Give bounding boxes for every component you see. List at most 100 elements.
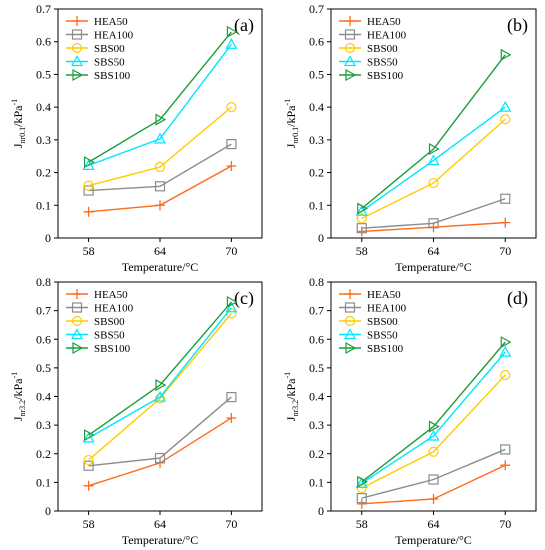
data-point bbox=[226, 25, 238, 38]
y-tick-label: 0.2 bbox=[36, 447, 51, 461]
data-point bbox=[84, 156, 95, 169]
legend-label: SBS100 bbox=[94, 343, 131, 355]
y-tick-label: 0 bbox=[45, 231, 51, 245]
legend-marker bbox=[71, 29, 83, 40]
data-point bbox=[153, 132, 167, 144]
x-tick-label: 70 bbox=[499, 517, 511, 531]
series-line bbox=[361, 54, 506, 210]
x-axis-label: Temperature/°C bbox=[122, 260, 199, 274]
data-point bbox=[500, 336, 512, 349]
data-point bbox=[428, 218, 439, 229]
legend-marker bbox=[343, 328, 357, 340]
data-point bbox=[500, 193, 511, 204]
legend-label: HEA100 bbox=[94, 303, 134, 315]
x-tick-label: 58 bbox=[83, 244, 95, 258]
x-tick-label: 64 bbox=[154, 517, 166, 531]
x-tick-label: 58 bbox=[356, 244, 368, 258]
y-axis-label: Jnr3.2/kPa-1 bbox=[10, 372, 27, 421]
y-tick-label: 0.3 bbox=[309, 133, 324, 147]
legend-marker bbox=[345, 16, 355, 26]
series-line bbox=[361, 351, 506, 484]
data-point bbox=[428, 493, 439, 504]
data-point bbox=[226, 412, 237, 423]
legend-marker bbox=[345, 68, 357, 82]
data-point bbox=[225, 301, 238, 313]
y-tick-label: 0.6 bbox=[36, 35, 51, 49]
data-point bbox=[226, 296, 238, 309]
data-point bbox=[356, 498, 367, 509]
y-tick-label: 0.2 bbox=[36, 166, 51, 180]
y-tick-label: 0 bbox=[45, 504, 51, 518]
y-tick-label: 0.4 bbox=[36, 100, 51, 114]
legend-label: SBS50 bbox=[94, 330, 125, 342]
series-line bbox=[361, 374, 506, 489]
data-point bbox=[226, 391, 237, 403]
data-point bbox=[428, 420, 440, 433]
legend-marker bbox=[345, 341, 357, 355]
series-line bbox=[88, 417, 232, 487]
legend-marker bbox=[343, 55, 357, 67]
y-tick-label: 0.6 bbox=[309, 332, 324, 346]
series-line bbox=[88, 307, 232, 439]
series-line bbox=[88, 43, 232, 167]
y-tick-label: 0.8 bbox=[36, 275, 51, 289]
data-point bbox=[428, 142, 440, 156]
y-tick-label: 0.7 bbox=[309, 304, 324, 318]
y-tick-label: 0.5 bbox=[309, 67, 324, 81]
data-point bbox=[499, 345, 512, 357]
series-line bbox=[361, 118, 506, 219]
x-axis-label: Temperature/°C bbox=[122, 533, 199, 547]
legend-marker bbox=[71, 42, 83, 54]
data-point bbox=[83, 460, 94, 471]
panel-label: (b) bbox=[507, 15, 528, 36]
legend-label: SBS100 bbox=[367, 343, 404, 355]
y-tick-label: 0.6 bbox=[309, 35, 324, 49]
data-point bbox=[82, 159, 95, 170]
data-point bbox=[357, 475, 368, 488]
y-tick-label: 0.3 bbox=[309, 418, 324, 432]
data-point bbox=[357, 202, 368, 215]
y-tick-label: 0 bbox=[318, 231, 324, 245]
x-tick-label: 70 bbox=[499, 244, 511, 258]
data-point bbox=[155, 113, 167, 126]
y-tick-label: 0.3 bbox=[36, 133, 51, 147]
legend-marker bbox=[344, 302, 356, 313]
legend-marker bbox=[344, 315, 356, 327]
panel-label: (c) bbox=[234, 288, 254, 309]
y-tick-label: 0.1 bbox=[36, 475, 51, 489]
y-tick-label: 0.5 bbox=[36, 361, 51, 375]
legend-label: SBS00 bbox=[94, 43, 125, 55]
series-line bbox=[88, 143, 232, 192]
legend-marker bbox=[72, 341, 84, 355]
y-tick-label: 0.1 bbox=[309, 198, 324, 212]
data-point bbox=[226, 161, 237, 172]
chart-panel: 0 0.1 0.2 0.3 0.4 0.5 0.6 0.7 0.8 58 64 70 Temperatu… bbox=[283, 275, 537, 547]
data-point bbox=[500, 444, 511, 455]
x-tick-label: 70 bbox=[225, 244, 237, 258]
series-line bbox=[88, 106, 232, 187]
data-point bbox=[225, 38, 238, 49]
legend-label: HEA50 bbox=[367, 16, 401, 28]
data-point bbox=[355, 204, 368, 216]
data-point bbox=[428, 474, 439, 485]
series-line bbox=[361, 106, 506, 212]
y-tick-label: 0.8 bbox=[309, 275, 324, 289]
series-line bbox=[88, 301, 232, 436]
legend-marker bbox=[72, 16, 82, 26]
x-tick-label: 58 bbox=[83, 517, 95, 531]
data-point bbox=[154, 452, 166, 464]
data-point bbox=[155, 200, 165, 211]
x-tick-label: 58 bbox=[356, 517, 368, 531]
data-point bbox=[427, 429, 440, 441]
data-point bbox=[154, 161, 166, 173]
data-point bbox=[226, 102, 237, 113]
legend-marker bbox=[71, 302, 83, 313]
data-point bbox=[356, 483, 367, 494]
data-point bbox=[226, 139, 237, 150]
y-tick-label: 0.1 bbox=[36, 198, 51, 212]
y-tick-label: 0.3 bbox=[36, 418, 51, 432]
x-tick-label: 64 bbox=[154, 244, 166, 258]
data-point bbox=[499, 100, 512, 112]
data-point bbox=[356, 493, 367, 504]
